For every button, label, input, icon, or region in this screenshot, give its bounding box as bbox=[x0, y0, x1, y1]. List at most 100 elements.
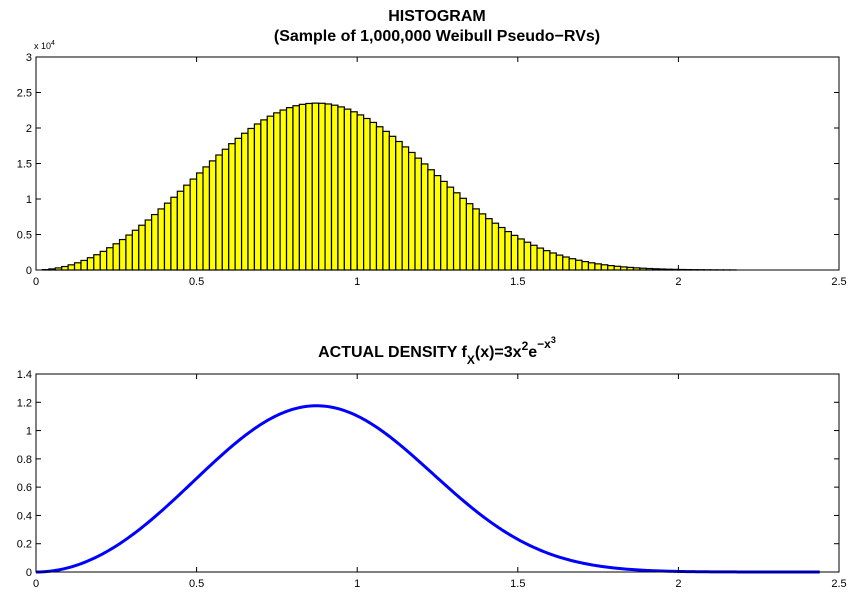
histogram-bar bbox=[594, 263, 602, 271]
histogram-bars bbox=[41, 102, 737, 271]
y-exponent-power: 4 bbox=[51, 40, 55, 47]
histogram-bar bbox=[221, 148, 230, 271]
histogram-y-tick-label: 1 bbox=[26, 194, 32, 206]
density-x-tick-label: 2.5 bbox=[831, 578, 846, 590]
histogram-bar bbox=[318, 102, 326, 271]
histogram-x-tick-label: 2.5 bbox=[831, 276, 846, 288]
histogram-bar bbox=[67, 264, 76, 271]
histogram-bar bbox=[266, 115, 275, 271]
histogram-bar bbox=[273, 112, 281, 271]
histogram-bar bbox=[549, 252, 557, 271]
histogram-bar bbox=[581, 261, 590, 271]
histogram-bar bbox=[459, 197, 468, 271]
density-panel: ACTUAL DENSITY fX(x)=3x2e−x3 0 0.5 1 1.5 2 2.… bbox=[17, 335, 847, 590]
histogram-bar bbox=[176, 190, 185, 271]
density-y-tick-label: 1.2 bbox=[17, 397, 32, 409]
histogram-x-tick-label: 1.5 bbox=[510, 276, 525, 288]
histogram-bar bbox=[183, 184, 191, 271]
histogram-bar bbox=[215, 154, 223, 271]
histogram-bar bbox=[562, 256, 570, 271]
histogram-bar bbox=[363, 117, 371, 271]
histogram-bar bbox=[446, 186, 455, 271]
density-title-sup3: 3 bbox=[551, 335, 556, 345]
histogram-bar bbox=[343, 108, 352, 271]
density-curve bbox=[35, 404, 820, 574]
histogram-title-line1: HISTOGRAM bbox=[388, 8, 485, 25]
histogram-bar bbox=[497, 226, 506, 271]
histogram-bar bbox=[504, 230, 512, 271]
histogram-bar bbox=[465, 203, 474, 271]
histogram-bar bbox=[369, 121, 378, 271]
histogram-bar bbox=[420, 163, 429, 271]
histogram-ticks: 0 0.5 1 1.5 2 2.5 0 0.5 1 1.5 2 2.5 3 bbox=[17, 52, 847, 288]
histogram-bar bbox=[208, 160, 217, 271]
histogram-bar bbox=[202, 166, 211, 271]
histogram-bar bbox=[350, 111, 358, 271]
density-y-tick-label: 0 bbox=[26, 567, 32, 579]
histogram-bar bbox=[106, 247, 114, 271]
histogram-bar bbox=[170, 196, 178, 271]
histogram-x-tick-label: 2 bbox=[675, 276, 681, 288]
histogram-bar bbox=[196, 172, 204, 271]
histogram-bar bbox=[440, 180, 448, 271]
histogram-bar bbox=[401, 146, 410, 271]
histogram-bar bbox=[568, 258, 577, 271]
histogram-bar bbox=[163, 202, 172, 271]
histogram-bar bbox=[555, 254, 564, 271]
density-title-mid: (x)=3x bbox=[475, 344, 522, 361]
density-x-tick-label: 2 bbox=[675, 578, 681, 590]
density-y-tick-label: 0.6 bbox=[17, 482, 32, 494]
histogram-bar bbox=[279, 109, 288, 271]
histogram-x-tick-label: 0.5 bbox=[189, 276, 204, 288]
density-axes-box bbox=[35, 373, 840, 573]
histogram-bar bbox=[151, 213, 159, 271]
histogram-bar bbox=[388, 135, 397, 271]
density-title-sup1: 2 bbox=[522, 339, 529, 353]
histogram-bar bbox=[472, 208, 480, 271]
density-title-prefix: ACTUAL DENSITY f bbox=[318, 344, 467, 361]
histogram-bar bbox=[427, 169, 435, 271]
histogram-bar bbox=[530, 244, 538, 271]
histogram-y-tick-label: 3 bbox=[26, 52, 32, 64]
histogram-bar bbox=[542, 250, 551, 271]
histogram-bar bbox=[112, 243, 121, 271]
density-ticks: 0 0.5 1 1.5 2 2.5 0 0.2 0.4 0.6 0.8 1 1.2 1.4 bbox=[17, 369, 847, 590]
histogram-bar bbox=[61, 265, 69, 271]
histogram-bar bbox=[356, 114, 365, 271]
histogram-bar bbox=[575, 259, 583, 271]
histogram-bar bbox=[260, 119, 268, 271]
histogram-bar bbox=[600, 264, 609, 271]
histogram-bar bbox=[382, 130, 390, 271]
histogram-bar bbox=[93, 254, 101, 271]
density-y-tick-label: 0.2 bbox=[17, 539, 32, 551]
histogram-bar bbox=[517, 238, 525, 271]
histogram-y-tick-label: 0 bbox=[26, 265, 32, 277]
histogram-y-tick-label: 2.5 bbox=[17, 88, 32, 100]
histogram-bar bbox=[228, 143, 236, 271]
histogram-bar bbox=[433, 174, 442, 271]
histogram-bar bbox=[337, 106, 345, 271]
histogram-bar bbox=[324, 103, 333, 271]
histogram-bar bbox=[485, 218, 493, 271]
histogram-bar bbox=[395, 140, 403, 271]
histogram-bar bbox=[536, 247, 545, 271]
histogram-x-tick-label: 1 bbox=[354, 276, 360, 288]
histogram-bar bbox=[118, 238, 127, 271]
y-exponent-base: x 10 bbox=[34, 41, 51, 51]
histogram-y-tick-label: 0.5 bbox=[17, 230, 32, 242]
histogram-bar bbox=[613, 265, 622, 271]
histogram-bar bbox=[240, 132, 249, 271]
density-x-tick-label: 1.5 bbox=[510, 578, 525, 590]
histogram-bar bbox=[491, 222, 500, 271]
histogram-bar bbox=[86, 257, 95, 271]
histogram-bar bbox=[587, 262, 596, 271]
histogram-bar bbox=[253, 123, 262, 271]
histogram-bar bbox=[311, 102, 320, 271]
density-title-e: e bbox=[528, 344, 537, 361]
histogram-bar bbox=[138, 224, 146, 271]
histogram-panel: HISTOGRAM (Sample of 1,000,000 Weibull P… bbox=[17, 8, 847, 288]
histogram-bar bbox=[607, 264, 615, 271]
histogram-bar bbox=[407, 151, 416, 271]
histogram-bar bbox=[189, 178, 198, 271]
